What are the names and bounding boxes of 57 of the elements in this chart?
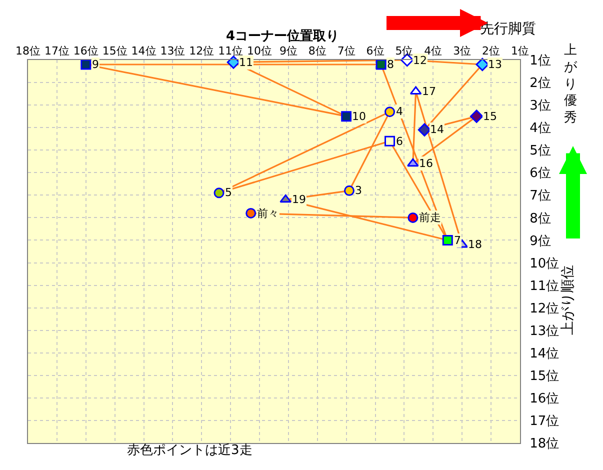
series-label: 4 <box>396 105 403 118</box>
x-tick-label: 7位 <box>337 44 356 58</box>
series-label: 10 <box>352 110 366 123</box>
x-tick-label: 5位 <box>395 44 414 58</box>
y-tick-label: 2位 <box>530 76 551 92</box>
series-label: 前走 <box>419 211 441 224</box>
y-axis-title: 上がり順位 <box>560 265 576 335</box>
series-label: 12 <box>413 54 427 67</box>
series-label: 11 <box>239 56 253 69</box>
series-label: 13 <box>488 58 502 71</box>
series-label: 15 <box>483 110 497 123</box>
y-tick-label: 18位 <box>530 436 560 452</box>
y-tick-label: 10位 <box>530 256 560 272</box>
series-label: 14 <box>430 123 444 136</box>
series-label: 9 <box>92 58 99 71</box>
x-tick-label: 15位 <box>102 44 128 58</box>
x-tick-label: 6位 <box>366 44 384 58</box>
x-tick-label: 17位 <box>44 44 70 58</box>
y-tick-label: 3位 <box>530 98 551 114</box>
series-label: 5 <box>225 186 232 199</box>
text: 上がり優秀 <box>564 43 578 126</box>
y-tick-label: 8位 <box>530 211 551 226</box>
x-tick-label: 12位 <box>189 44 214 58</box>
y-tick-label: 7位 <box>530 188 551 204</box>
y-tick-label: 16位 <box>530 391 560 406</box>
x-tick-label: 16位 <box>73 44 98 58</box>
y-tick-label: 12位 <box>530 301 560 316</box>
series-label: 前々 <box>257 207 279 220</box>
y-tick-label: 4位 <box>530 121 551 136</box>
series-label: 7 <box>454 234 461 247</box>
y-tick-label: 14位 <box>530 346 560 362</box>
y-tick-label: 11位 <box>530 278 560 294</box>
x-tick-label: 13位 <box>160 44 186 58</box>
x-tick-label: 8位 <box>308 44 326 58</box>
x-tick-label: 18位 <box>16 44 40 58</box>
x-tick-label: 1位 <box>511 44 529 58</box>
y-tick-label: 15位 <box>530 368 560 384</box>
annotation: 赤色ポイントは近3走 <box>127 443 252 458</box>
x-tick-label: 3位 <box>453 44 472 58</box>
x-tick-label: 9位 <box>279 44 298 58</box>
series-label: 17 <box>422 85 436 98</box>
x-axis-title: 4コーナー位置取り <box>226 29 340 44</box>
x-tick-label: 11位 <box>218 44 244 58</box>
x-tick-label: 14位 <box>131 44 156 58</box>
series-label: 16 <box>419 157 433 170</box>
series-label: 6 <box>396 135 403 148</box>
y-tick-label: 17位 <box>530 414 560 430</box>
y-tick-label: 13位 <box>530 324 560 339</box>
series-label: 18 <box>468 238 482 251</box>
y-tick-label: 5位 <box>530 144 551 159</box>
series-label: 19 <box>292 193 306 206</box>
y-tick-label: 6位 <box>530 166 551 182</box>
y-tick-label: 9位 <box>530 234 551 249</box>
series-label: 3 <box>355 184 362 197</box>
x-tick-label: 10位 <box>247 44 272 58</box>
x-tick-label: 2位 <box>482 44 500 58</box>
series-label: 8 <box>387 58 394 71</box>
